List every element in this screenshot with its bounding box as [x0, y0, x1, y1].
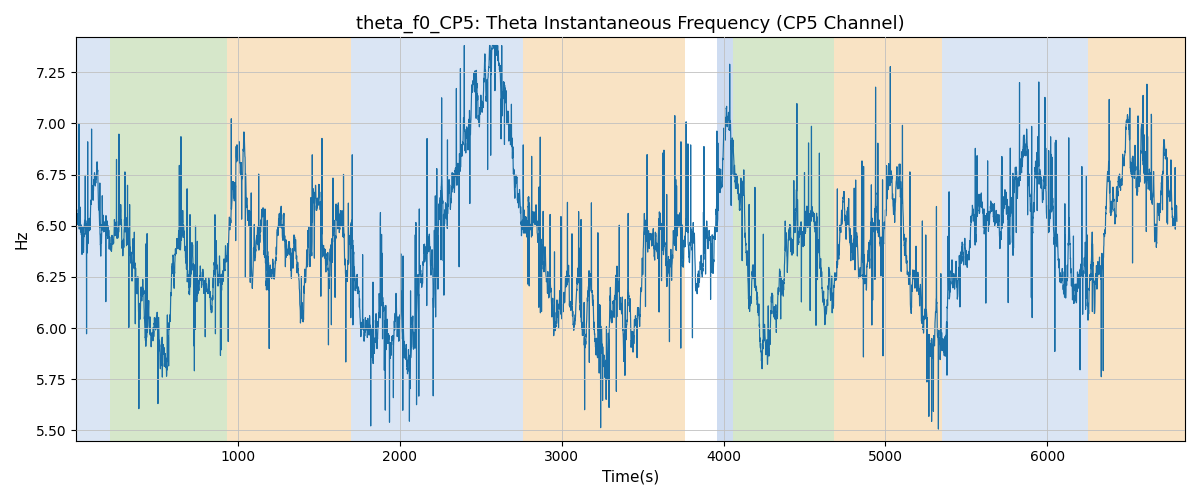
- Bar: [523, 38, 685, 440]
- Bar: [942, 38, 1088, 440]
- Bar: [227, 38, 352, 440]
- Bar: [76, 38, 110, 440]
- Bar: [733, 38, 834, 440]
- X-axis label: Time(s): Time(s): [602, 470, 659, 485]
- Bar: [1088, 38, 1186, 440]
- Y-axis label: Hz: Hz: [14, 230, 30, 249]
- Bar: [718, 38, 733, 440]
- Bar: [110, 38, 227, 440]
- Bar: [834, 38, 942, 440]
- Bar: [352, 38, 523, 440]
- Title: theta_f0_CP5: Theta Instantaneous Frequency (CP5 Channel): theta_f0_CP5: Theta Instantaneous Freque…: [356, 15, 905, 34]
